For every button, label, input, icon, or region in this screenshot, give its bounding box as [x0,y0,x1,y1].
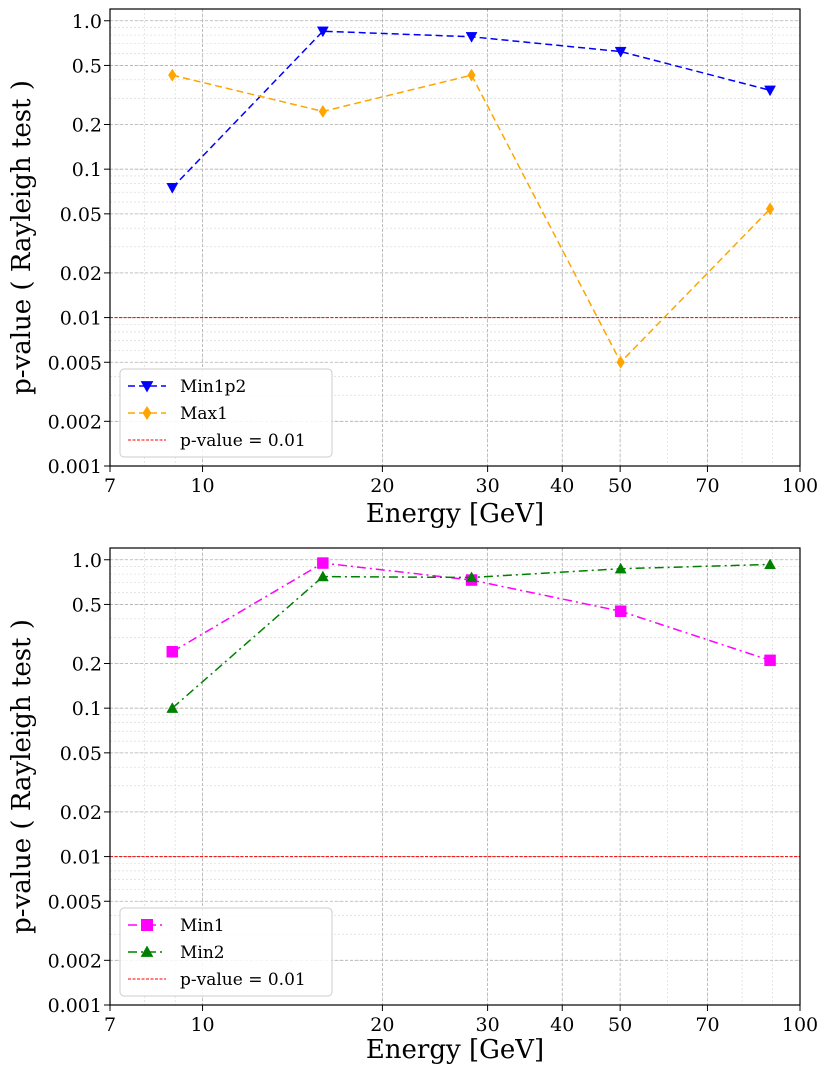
x-tick-label: 20 [370,1014,394,1036]
x-tick-label: 30 [476,475,500,497]
data-point-max1 [616,355,625,369]
chart-panel-2: 0.001 0.002 0.005 0.01 0.02 0.05 0.1 0.2 0.5 1.0 7… [7,547,818,1065]
series-line-min1p2 [171,30,771,189]
y-tick-label: 0.02 [60,802,102,824]
legend: Min1p2 Max1 p-value = 0.01 [119,368,333,458]
legend-label: p-value = 0.01 [180,431,306,451]
data-point-min1p2 [166,183,179,194]
y-tick-label: 0.005 [48,352,102,374]
legend-marker [140,945,154,957]
data-point-min2 [166,702,179,713]
y-axis-label: p-value ( Rayleigh test ) [7,619,37,934]
y-tick-label: 0.05 [60,204,102,226]
series-line-max1 [172,74,771,364]
legend-label: p-value = 0.01 [180,970,306,990]
data-point-max1 [467,68,476,82]
legend-marker [141,919,153,931]
legend-label: Min1 [180,916,225,936]
y-tick-label: 0.5 [72,594,102,616]
series-line-min2 [171,563,771,709]
data-point-min2 [465,571,478,583]
legend-box [119,907,333,997]
x-axis-label: Energy [GeV] [366,1035,544,1065]
axes-frame [109,547,801,1006]
legend-label: Min1p2 [180,377,246,397]
y-tick-label: 0.5 [72,55,102,77]
x-tick-label: 10 [190,475,214,497]
x-tick-label: 70 [695,475,719,497]
legend: Min1 Min2 p-value = 0.01 [119,907,333,997]
y-tick-label: 0.002 [48,950,102,972]
data-point-max1 [168,68,177,82]
axes-frame [109,8,801,467]
y-tick-label: 0.005 [48,891,102,913]
x-tick-label: 70 [695,1014,719,1036]
data-point-min1 [764,654,776,667]
x-tick-label: 10 [190,1014,214,1036]
legend-marker [142,406,152,420]
x-tick-label: 40 [550,475,574,497]
x-tick-label: 7 [104,475,116,497]
legend-label: Min2 [180,943,225,963]
data-point-min2 [316,570,329,582]
legend-marker [140,381,154,393]
x-tick-label: 30 [476,1014,500,1036]
data-point-min1p2 [316,26,329,38]
legend-box [119,368,333,458]
data-point-min1p2 [614,46,627,58]
x-tick-label: 7 [104,1014,116,1036]
data-point-max1 [765,202,775,216]
x-axis-label: Energy [GeV] [366,499,544,529]
y-tick-label: 1.0 [72,550,102,572]
y-tick-label: 0.001 [48,995,102,1017]
x-tick-label: 100 [782,475,818,497]
x-tick-label: 40 [550,1014,574,1036]
x-tick-label: 50 [608,1014,632,1036]
y-tick-label: 0.2 [72,114,102,136]
data-point-min1p2 [764,85,776,97]
y-tick-label: 0.001 [48,456,102,478]
y-tick-label: 1.0 [72,11,102,33]
data-point-max1 [318,104,328,118]
y-tick-label: 0.1 [72,698,102,720]
y-tick-label: 0.01 [60,308,102,330]
data-point-min2 [614,562,627,574]
y-tick-label: 0.02 [60,263,102,285]
legend-label: Max1 [180,404,228,424]
y-tick-label: 0.05 [60,743,102,765]
data-point-min1 [317,557,329,569]
data-point-min1 [614,605,627,617]
y-axis-label: p-value ( Rayleigh test ) [7,80,37,395]
data-point-min1p2 [465,32,478,43]
y-tick-label: 0.2 [72,653,102,675]
y-tick-label: 0.002 [48,411,102,433]
chart-panel-1: 0.001 0.002 0.005 0.01 0.02 0.05 0.1 0.2 0.5 1.0 7… [7,8,818,529]
x-tick-label: 100 [782,1014,818,1036]
y-tick-label: 0.1 [72,159,102,181]
x-tick-label: 50 [608,475,632,497]
data-point-min1 [166,645,179,658]
y-tick-label: 0.01 [60,847,102,869]
data-point-min2 [764,558,776,570]
x-tick-label: 20 [370,475,394,497]
